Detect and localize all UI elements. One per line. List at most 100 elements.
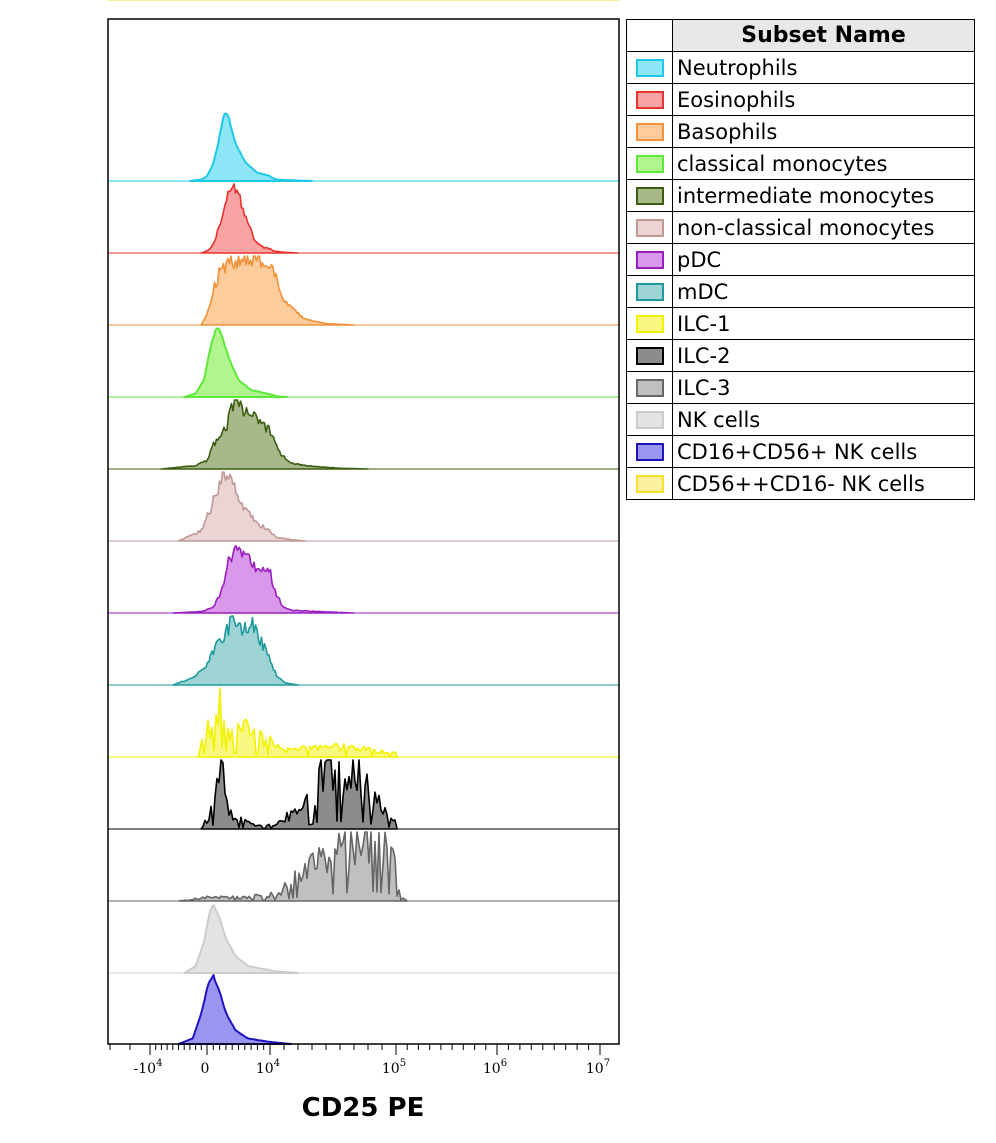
histogram-lane: [108, 327, 619, 398]
histogram-lane: [108, 831, 619, 902]
tick-label-exponent: 4: [156, 1058, 162, 1069]
histogram-area: [200, 255, 355, 326]
legend-swatch-cell: [626, 115, 673, 148]
tick-label-base: 10: [256, 1061, 274, 1077]
legend-label: mDC: [672, 275, 975, 308]
histogram-lanes: [108, 0, 619, 1045]
histogram-lane: [108, 974, 619, 1045]
tick-label-base: 10: [382, 1061, 400, 1077]
x-axis-tick-label: 107: [586, 1058, 610, 1077]
legend-swatch-cell: [626, 339, 673, 372]
histogram-lane: [108, 112, 619, 182]
legend-row: ILC-2: [626, 339, 975, 372]
histogram-area: [178, 831, 408, 902]
tick-label-exponent: 7: [604, 1058, 610, 1069]
legend-table: Subset Name Neutrophils Eosinophils Basoph…: [626, 19, 975, 500]
histogram-lane: [108, 183, 619, 254]
legend-swatch: [635, 475, 664, 494]
legend-swatch: [635, 315, 664, 334]
legend-swatch: [635, 219, 664, 238]
legend-swatch-cell: [626, 371, 673, 404]
histogram-lane: [108, 759, 619, 830]
histogram-lane: [108, 687, 619, 758]
legend-swatch: [635, 59, 664, 78]
legend-label: Eosinophils: [672, 83, 975, 116]
histogram-lane: [108, 544, 619, 614]
legend-swatch: [635, 411, 664, 430]
legend-swatch-cell: [626, 51, 673, 84]
legend-row: intermediate monocytes: [626, 179, 975, 212]
histogram-area: [197, 687, 398, 758]
x-axis-tick-label: 0: [201, 1061, 210, 1077]
histogram-area: [172, 544, 355, 614]
legend-label: ILC-2: [672, 339, 975, 372]
histogram-lane: [108, 615, 619, 686]
histogram-area: [172, 615, 299, 686]
legend-label: CD56++CD16- NK cells: [672, 467, 975, 500]
legend-row: Eosinophils: [626, 83, 975, 116]
legend-header-title: Subset Name: [672, 19, 975, 52]
histogram-area: [178, 974, 292, 1045]
histogram-lane: [108, 255, 619, 326]
x-axis-tick-label: 106: [483, 1058, 507, 1077]
histogram-lane: [108, 904, 619, 974]
legend-swatch-cell: [626, 243, 673, 276]
legend-swatch-cell: [626, 83, 673, 116]
legend-swatch-cell: [626, 307, 673, 340]
legend-swatch: [635, 347, 664, 366]
legend-swatch: [635, 251, 664, 270]
legend-label: Basophils: [672, 115, 975, 148]
x-axis-tick-label: 104: [256, 1058, 280, 1077]
x-axis-tick-label: -104: [134, 1058, 163, 1077]
legend-row: Basophils: [626, 115, 975, 148]
legend-swatch: [635, 91, 664, 110]
plot-frame: [107, 18, 620, 1045]
legend-swatch-header: [626, 19, 673, 52]
legend-row: ILC-1: [626, 307, 975, 340]
histogram-area: [183, 904, 299, 974]
legend-swatch: [635, 155, 664, 174]
tick-label-exponent: 6: [501, 1058, 507, 1069]
legend-swatch-cell: [626, 211, 673, 244]
legend-label: pDC: [672, 243, 975, 276]
legend-swatch-cell: [626, 275, 673, 308]
legend-swatch: [635, 443, 664, 462]
legend-swatch-cell: [626, 403, 673, 436]
histogram-area: [183, 327, 288, 398]
x-axis-title: CD25 PE: [302, 1093, 425, 1123]
tick-label-base: 0: [201, 1061, 210, 1077]
legend-swatch: [635, 283, 664, 302]
histogram-area: [200, 183, 299, 254]
legend-label: ILC-1: [672, 307, 975, 340]
tick-label-exponent: 5: [400, 1058, 406, 1069]
legend-swatch-cell: [626, 179, 673, 212]
legend-label: non-classical monocytes: [672, 211, 975, 244]
tick-label-exponent: 4: [274, 1058, 280, 1069]
legend-row: mDC: [626, 275, 975, 308]
legend-label: intermediate monocytes: [672, 179, 975, 212]
legend-row: CD56++CD16- NK cells: [626, 467, 975, 500]
legend-swatch-cell: [626, 147, 673, 180]
histogram-area: [189, 112, 313, 182]
legend-label: CD16+CD56+ NK cells: [672, 435, 975, 468]
histogram-area: [178, 471, 306, 542]
legend-swatch: [635, 379, 664, 398]
legend-row: pDC: [626, 243, 975, 276]
legend-label: classical monocytes: [672, 147, 975, 180]
legend-label: Neutrophils: [672, 51, 975, 84]
x-axis-tick-label: 105: [382, 1058, 406, 1077]
legend-row: non-classical monocytes: [626, 211, 975, 244]
legend-swatch-cell: [626, 435, 673, 468]
legend-row: classical monocytes: [626, 147, 975, 180]
histogram-lane: [108, 471, 619, 542]
tick-label-base: 10: [586, 1061, 604, 1077]
legend-swatch: [635, 123, 664, 142]
legend-label: NK cells: [672, 403, 975, 436]
histogram-area: [200, 759, 398, 830]
legend-label: ILC-3: [672, 371, 975, 404]
legend-row: NK cells: [626, 403, 975, 436]
legend-row: CD16+CD56+ NK cells: [626, 435, 975, 468]
legend-row: Neutrophils: [626, 51, 975, 84]
histogram-area: [160, 399, 369, 470]
